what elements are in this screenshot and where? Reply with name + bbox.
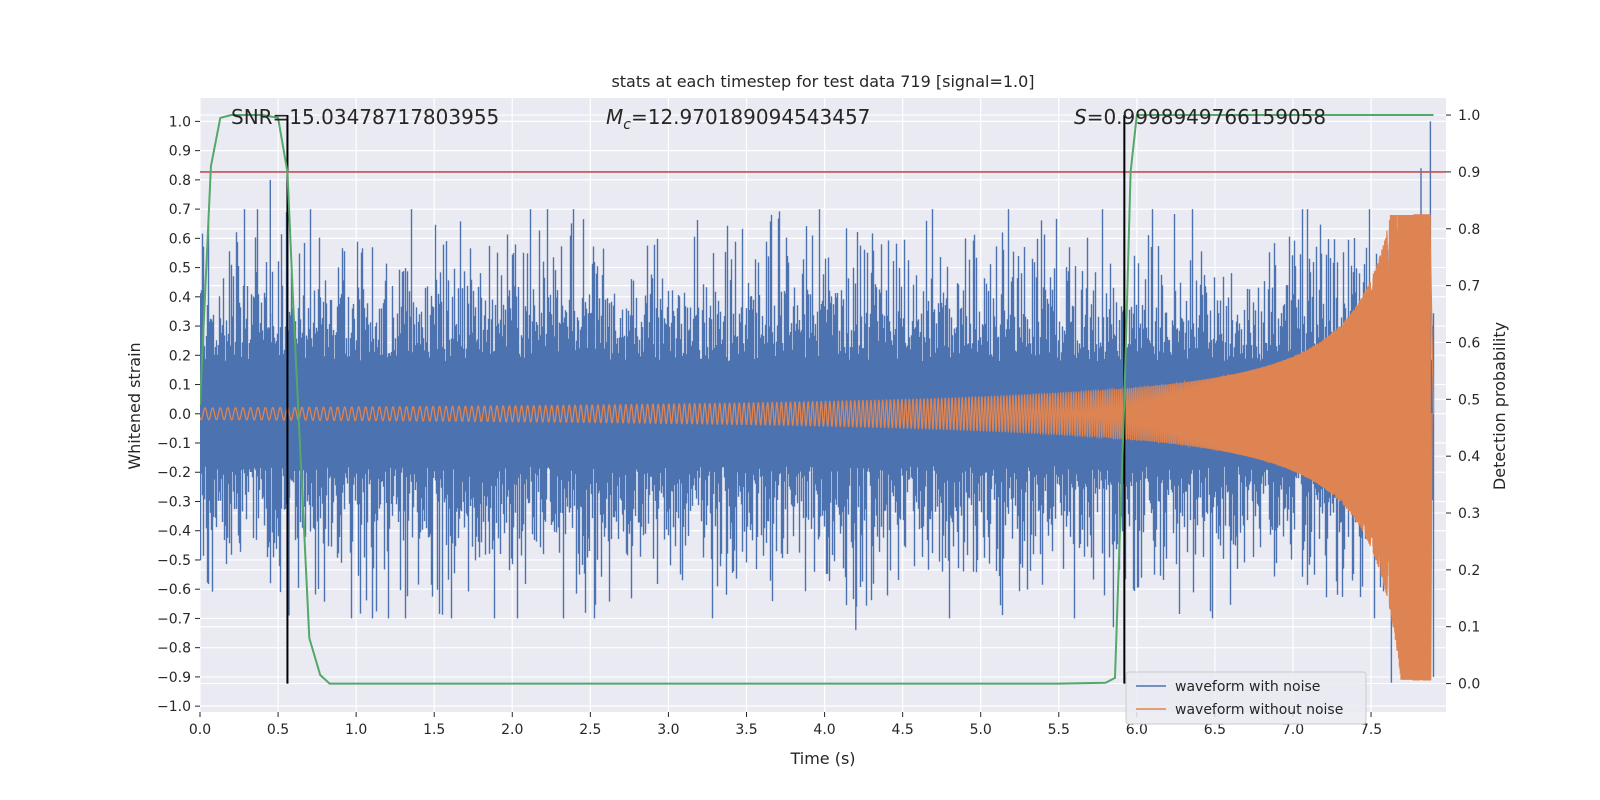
score-annotation: S=0.9998949766159058 xyxy=(1074,105,1326,129)
y-left-tick-label: −0.7 xyxy=(157,611,191,627)
right-y-axis: 1.0 0.9 0.8 0.7 0.6 0.5 0.4 0.3 0.2 0.1 0.0 xyxy=(1446,108,1480,693)
x-tick-label: 2.0 xyxy=(501,722,523,738)
y-right-tick-label: 0.6 xyxy=(1458,335,1480,351)
y-left-tick-label: 0.4 xyxy=(169,290,191,306)
overlay xyxy=(200,114,1446,685)
y-right-tick-label: 0.7 xyxy=(1458,279,1480,295)
x-tick-label: 4.0 xyxy=(813,722,835,738)
chirp-mass-value: =12.970189094543457 xyxy=(631,105,870,129)
y-left-tick-label: 0.6 xyxy=(169,231,191,247)
left-y-axis: 1.0 0.9 0.8 0.7 0.6 0.5 0.4 0.3 0.2 0.1 0.0 −0.1 −0.… xyxy=(157,114,200,715)
x-tick-label: 4.5 xyxy=(891,722,913,738)
y-right-tick-label: 0.5 xyxy=(1458,392,1480,408)
y-left-tick-label: −0.8 xyxy=(157,641,191,657)
chirp-mass-subscript: c xyxy=(623,117,631,133)
y-left-tick-label: −0.3 xyxy=(157,494,191,510)
clean-waveform-path xyxy=(200,214,1435,681)
chart-title: stats at each timestep for test data 719… xyxy=(611,72,1034,91)
x-tick-label: 3.5 xyxy=(735,722,757,738)
chirp-mass-annotation: Mc=12.970189094543457 xyxy=(606,105,870,133)
x-tick-label: 5.5 xyxy=(1048,722,1070,738)
x-tick-label: 1.0 xyxy=(345,722,367,738)
y-right-tick-label: 0.8 xyxy=(1458,222,1480,238)
x-tick-label: 6.0 xyxy=(1126,722,1148,738)
x-axis-label: Time (s) xyxy=(789,749,855,768)
chirp-mass-symbol: M xyxy=(606,105,623,129)
y-left-tick-label: −1.0 xyxy=(157,699,191,715)
snr-annotation: SNR=15.03478717803955 xyxy=(231,105,499,129)
y-right-tick-label: 0.4 xyxy=(1458,449,1480,465)
legend: waveform with noise waveform without noi… xyxy=(1125,671,1367,725)
y-left-tick-label: −0.6 xyxy=(157,582,191,598)
x-tick-label: 6.5 xyxy=(1204,722,1226,738)
y-left-tick-label: 1.0 xyxy=(169,114,191,130)
detection-probability-line xyxy=(200,114,1434,685)
y-left-tick-label: 0.0 xyxy=(169,407,191,423)
y-left-tick-label: 0.9 xyxy=(169,144,191,160)
y-right-tick-label: 0.1 xyxy=(1458,620,1480,636)
legend-label-clean: waveform without noise xyxy=(1175,702,1343,718)
y-left-tick-label: −0.2 xyxy=(157,465,191,481)
y-left-tick-label: 0.7 xyxy=(169,202,191,218)
y-right-tick-label: 0.9 xyxy=(1458,165,1480,181)
x-tick-label: 0.0 xyxy=(189,722,211,738)
x-tick-label: 0.5 xyxy=(267,722,289,738)
x-tick-label: 2.5 xyxy=(579,722,601,738)
x-tick-label: 7.0 xyxy=(1282,722,1304,738)
chirp-series xyxy=(200,214,1435,681)
y-right-tick-label: 0.3 xyxy=(1458,506,1480,522)
y-right-tick-label: 0.2 xyxy=(1458,563,1480,579)
legend-box xyxy=(1125,671,1367,725)
y-left-tick-label: 0.1 xyxy=(169,378,191,394)
x-tick-label: 1.5 xyxy=(423,722,445,738)
x-tick-label: 3.0 xyxy=(657,722,679,738)
y-left-tick-label: −0.1 xyxy=(157,436,191,452)
y-left-tick-label: 0.8 xyxy=(169,173,191,189)
y-right-tick-label: 1.0 xyxy=(1458,108,1480,124)
y-left-tick-label: −0.5 xyxy=(157,553,191,569)
score-value: =0.9998949766159058 xyxy=(1087,105,1326,129)
y-left-tick-label: −0.4 xyxy=(157,524,191,540)
score-symbol: S xyxy=(1074,105,1087,129)
y-left-tick-label: −0.9 xyxy=(157,670,191,686)
y-left-tick-label: 0.2 xyxy=(169,348,191,364)
legend-label-noise: waveform with noise xyxy=(1175,679,1320,695)
y-left-tick-label: 0.5 xyxy=(169,261,191,277)
y-axis-left-label: Whitened strain xyxy=(125,342,144,469)
y-left-tick-label: 0.3 xyxy=(169,319,191,335)
y-axis-right-label: Detection probability xyxy=(1490,322,1509,490)
x-tick-label: 5.0 xyxy=(970,722,992,738)
x-tick-label: 7.5 xyxy=(1360,722,1382,738)
y-right-tick-label: 0.0 xyxy=(1458,677,1480,693)
